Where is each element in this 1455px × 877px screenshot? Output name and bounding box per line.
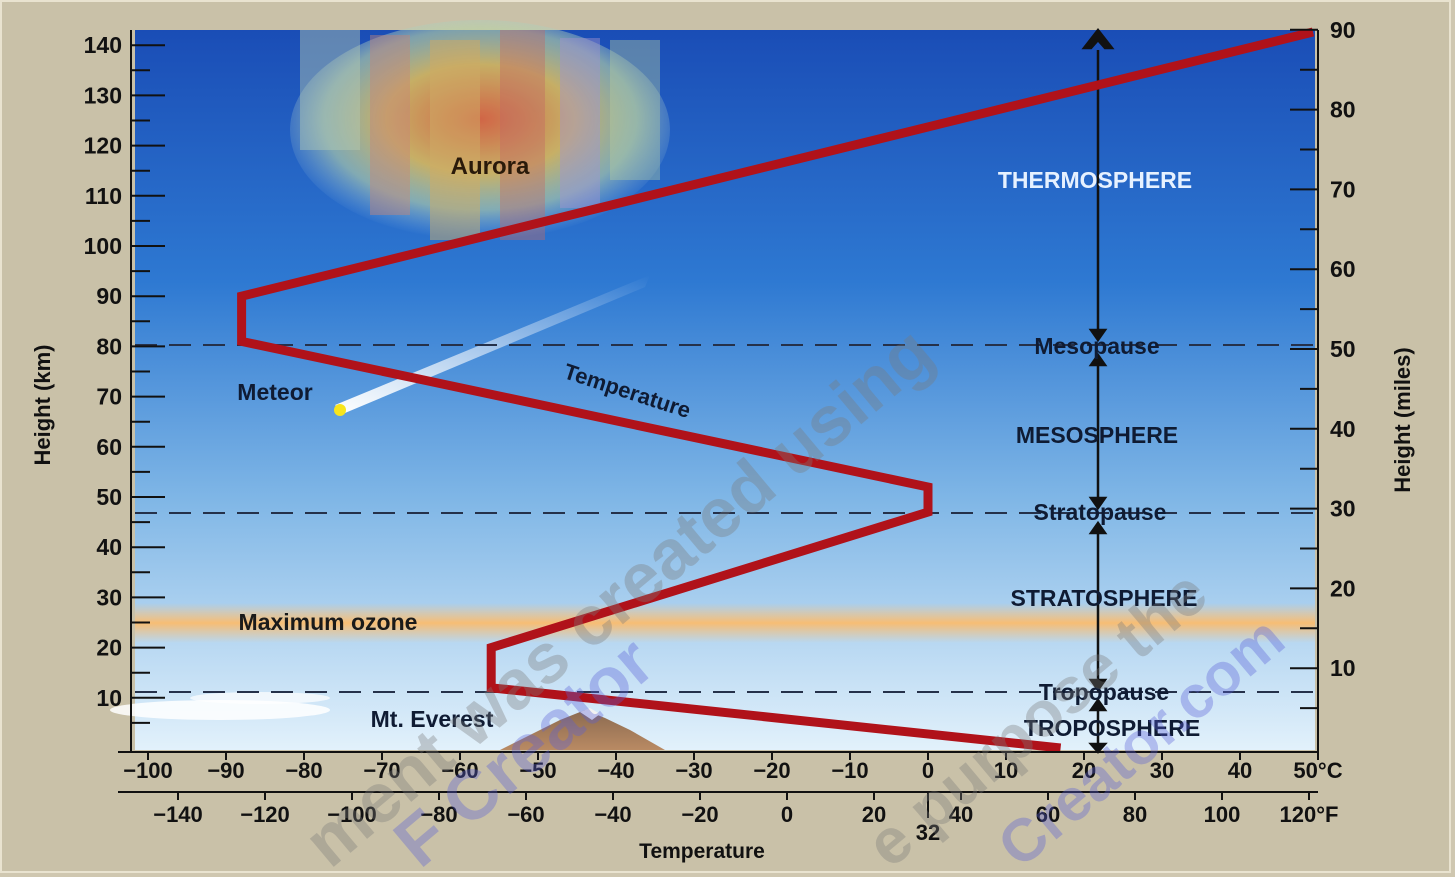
layer-arrows bbox=[1081, 27, 1115, 754]
celsius-tick-label: 40 bbox=[1228, 758, 1252, 783]
ozone-band bbox=[135, 603, 1315, 643]
fahrenheit-tick-label: 120°F bbox=[1280, 802, 1339, 827]
right-axis: 90 80 70 60 50 40 30 20 10 Height (miles) bbox=[1290, 17, 1415, 752]
fahrenheit-tick-label: 80 bbox=[1123, 802, 1147, 827]
right-tick-label: 20 bbox=[1330, 575, 1356, 601]
right-tick-label: 80 bbox=[1330, 97, 1356, 123]
bottom-axes: −100 −90 −80 −70 −60 −50 −40 −30 −20 −10 0 10 20 30 40… bbox=[118, 751, 1343, 863]
celsius-tick-label: 50°C bbox=[1293, 758, 1342, 783]
meteor-label: Meteor bbox=[237, 379, 312, 405]
fahrenheit-32-label: 32 bbox=[916, 820, 940, 845]
fahrenheit-tick-label: −140 bbox=[153, 802, 203, 827]
mt-everest-illustration bbox=[500, 708, 665, 750]
left-tick-label: 80 bbox=[96, 333, 122, 359]
celsius-tick-label: 30 bbox=[1150, 758, 1174, 783]
left-axis-label: Height (km) bbox=[30, 345, 55, 466]
fahrenheit-tick-label: 20 bbox=[862, 802, 886, 827]
left-tick-label: 70 bbox=[96, 384, 122, 410]
stratopause-label: Stratopause bbox=[1034, 499, 1167, 525]
right-tick-label: 70 bbox=[1330, 176, 1356, 202]
left-tick-label: 20 bbox=[96, 635, 122, 661]
left-tick-label: 90 bbox=[96, 283, 122, 309]
left-tick-label: 110 bbox=[85, 183, 122, 209]
left-tick-label: 50 bbox=[96, 484, 122, 510]
tropopause-label: Tropopause bbox=[1039, 679, 1169, 705]
celsius-tick-label: −60 bbox=[441, 758, 478, 783]
celsius-tick-label: −30 bbox=[675, 758, 712, 783]
celsius-tick-label: −10 bbox=[831, 758, 868, 783]
fahrenheit-tick-label: 60 bbox=[1036, 802, 1060, 827]
left-tick-label: 10 bbox=[96, 685, 122, 711]
left-axis: 140 130 120 110 100 90 80 70 60 50 40 30 20 10 Height… bbox=[30, 30, 165, 752]
celsius-tick-label: 10 bbox=[994, 758, 1018, 783]
temperature-curve bbox=[237, 27, 1315, 753]
x-axis-title: Temperature bbox=[639, 840, 765, 863]
right-tick-label: 90 bbox=[1330, 17, 1356, 43]
right-axis-label: Height (miles) bbox=[1390, 347, 1415, 492]
fahrenheit-tick-label: 40 bbox=[949, 802, 973, 827]
right-tick-label: 40 bbox=[1330, 416, 1356, 442]
left-tick-label: 30 bbox=[96, 584, 122, 610]
ozone-label: Maximum ozone bbox=[239, 609, 418, 635]
right-tick-label: 50 bbox=[1330, 336, 1356, 362]
fahrenheit-tick-label: −40 bbox=[594, 802, 631, 827]
thermosphere-label: THERMOSPHERE bbox=[998, 167, 1192, 193]
cloud-illustration bbox=[110, 692, 330, 720]
celsius-tick-label: −20 bbox=[753, 758, 790, 783]
celsius-tick-label: −90 bbox=[207, 758, 244, 783]
celsius-tick-label: −100 bbox=[123, 758, 173, 783]
fahrenheit-tick-label: −20 bbox=[681, 802, 718, 827]
fahrenheit-tick-label: 0 bbox=[781, 802, 793, 827]
aurora-label: Aurora bbox=[451, 153, 530, 180]
celsius-tick-label: −80 bbox=[285, 758, 322, 783]
left-tick-label: 100 bbox=[84, 233, 122, 259]
fahrenheit-tick-label: −100 bbox=[327, 802, 377, 827]
fahrenheit-tick-label: −120 bbox=[240, 802, 290, 827]
celsius-tick-label: 20 bbox=[1072, 758, 1096, 783]
troposphere-label: TROPOSPHERE bbox=[1024, 715, 1200, 741]
right-tick-label: 30 bbox=[1330, 496, 1356, 522]
left-tick-label: 120 bbox=[84, 133, 122, 159]
celsius-tick-label: −50 bbox=[519, 758, 556, 783]
left-tick-label: 40 bbox=[96, 534, 122, 560]
right-tick-label: 10 bbox=[1330, 655, 1356, 681]
celsius-tick-label: 0 bbox=[922, 758, 934, 783]
fahrenheit-tick-label: −80 bbox=[420, 802, 457, 827]
fahrenheit-tick-label: 100 bbox=[1204, 802, 1241, 827]
left-tick-label: 140 bbox=[84, 32, 122, 58]
aurora-illustration bbox=[290, 20, 670, 240]
stratosphere-label: STRATOSPHERE bbox=[1010, 585, 1197, 611]
right-tick-label: 60 bbox=[1330, 256, 1356, 282]
mesopause-label: Mesopause bbox=[1034, 333, 1159, 359]
celsius-tick-label: −70 bbox=[363, 758, 400, 783]
celsius-tick-label: −40 bbox=[597, 758, 634, 783]
left-tick-label: 60 bbox=[96, 434, 122, 460]
mesosphere-label: MESOSPHERE bbox=[1016, 422, 1178, 448]
everest-label: Mt. Everest bbox=[371, 706, 494, 732]
fahrenheit-tick-label: −60 bbox=[507, 802, 544, 827]
left-tick-label: 130 bbox=[84, 82, 122, 108]
